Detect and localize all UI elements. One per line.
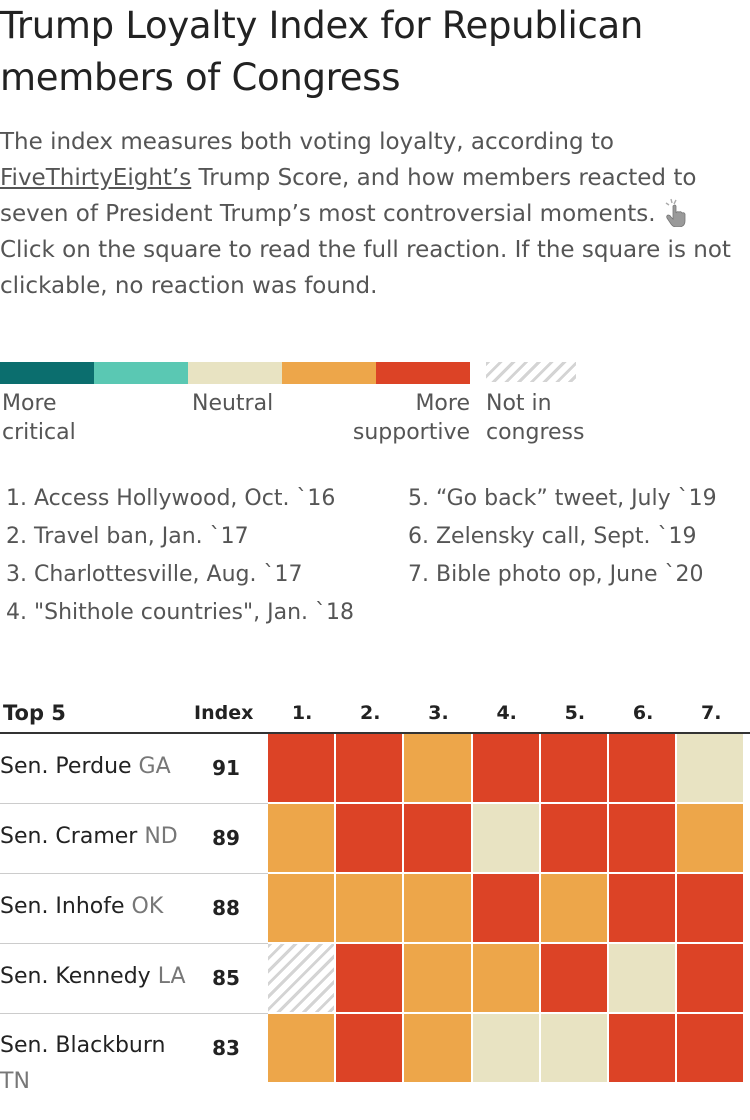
reaction-cell[interactable]	[677, 944, 744, 1012]
events-list-left: 1. Access Hollywood, Oct. `16 2. Travel …	[6, 480, 354, 632]
reaction-cell	[268, 944, 335, 1012]
not-in-congress-swatch	[486, 362, 576, 382]
event-item: 1. Access Hollywood, Oct. `16	[6, 486, 336, 511]
reaction-cell[interactable]	[677, 874, 744, 942]
reaction-cell[interactable]	[404, 944, 471, 1012]
intro-part1: The index measures both voting loyalty, …	[0, 129, 614, 155]
reaction-cell[interactable]	[540, 944, 607, 1012]
row-divider	[0, 943, 268, 944]
reaction-cell[interactable]	[336, 874, 403, 942]
member-state: OK	[131, 894, 164, 919]
header-divider	[0, 732, 750, 734]
legend-swatch	[282, 362, 376, 384]
member-name: Sen. Blackburn TN	[0, 1033, 166, 1094]
reaction-cell[interactable]	[472, 1014, 539, 1082]
reaction-cell[interactable]	[472, 734, 539, 802]
legend-swatch	[376, 362, 470, 384]
loyalty-index-value: 91	[212, 756, 240, 780]
reaction-cell[interactable]	[268, 1014, 335, 1082]
event-item: 2. Travel ban, Jan. `17	[6, 524, 249, 549]
event-item: 7. Bible photo op, June `20	[408, 562, 704, 587]
loyalty-index-value: 83	[212, 1036, 240, 1060]
reaction-cell[interactable]	[336, 734, 403, 802]
reaction-cell[interactable]	[268, 874, 335, 942]
member-name: Sen. Cramer ND	[0, 824, 178, 849]
legend-swatch	[94, 362, 188, 384]
reaction-cell[interactable]	[609, 874, 676, 942]
loyalty-index-value: 85	[212, 966, 240, 990]
reaction-cell[interactable]	[336, 1014, 403, 1082]
legend-swatch	[188, 362, 282, 384]
member-state: TN	[0, 1069, 30, 1094]
legend-neutral: Neutral	[192, 391, 274, 416]
reaction-cell[interactable]	[609, 1014, 676, 1082]
event-item: 4. "Shithole countries", Jan. `18	[6, 600, 355, 625]
member-name: Sen. Kennedy LA	[0, 964, 186, 989]
reaction-cell[interactable]	[677, 734, 744, 802]
reaction-cell[interactable]	[472, 874, 539, 942]
legend-not-in-congress: Not in congress	[486, 391, 585, 445]
event-column-header: 4.	[496, 702, 517, 724]
index-column-header: Index	[194, 702, 254, 724]
reaction-cell[interactable]	[336, 804, 403, 872]
event-column-header: 7.	[701, 702, 722, 724]
event-item: 3. Charlottesville, Aug. `17	[6, 562, 303, 587]
events-list-right: 5. “Go back” tweet, July `19 6. Zelensky…	[408, 480, 717, 594]
reaction-cell[interactable]	[268, 804, 335, 872]
legend-more-supportive: More supportive	[352, 391, 470, 445]
pointing-hand-icon	[663, 197, 693, 228]
reaction-cell[interactable]	[404, 734, 471, 802]
event-item: 5. “Go back” tweet, July `19	[408, 486, 717, 511]
event-item: 6. Zelensky call, Sept. `19	[408, 524, 697, 549]
row-divider	[0, 803, 268, 804]
intro-text: The index measures both voting loyalty, …	[0, 124, 750, 304]
loyalty-index-value: 89	[212, 826, 240, 850]
fivethirtyeight-link[interactable]: FiveThirtyEight’s	[0, 165, 192, 191]
event-column-header: 6.	[632, 702, 654, 724]
reaction-cell[interactable]	[540, 874, 607, 942]
reaction-cell[interactable]	[472, 944, 539, 1012]
table-group-label: Top 5	[3, 701, 66, 725]
member-name: Sen. Perdue GA	[0, 754, 171, 779]
reaction-cell[interactable]	[472, 804, 539, 872]
reaction-cell[interactable]	[609, 944, 676, 1012]
legend-swatch	[0, 362, 94, 384]
row-divider	[0, 873, 268, 874]
reaction-cell[interactable]	[540, 734, 607, 802]
reaction-cell[interactable]	[677, 804, 744, 872]
event-column-header: 2.	[360, 702, 381, 724]
reaction-cell[interactable]	[336, 944, 403, 1012]
event-column-header: 3.	[428, 702, 449, 724]
reaction-cell[interactable]	[404, 804, 471, 872]
intro-part3: Click on the square to read the full rea…	[0, 237, 731, 299]
event-column-header: 5.	[564, 702, 586, 724]
reaction-cell[interactable]	[404, 1014, 471, 1082]
member-state: ND	[144, 824, 178, 849]
row-divider	[0, 1013, 268, 1014]
legend-more-critical: More critical	[2, 391, 76, 445]
reaction-cell[interactable]	[609, 804, 676, 872]
loyalty-index-value: 88	[212, 896, 240, 920]
reaction-cell[interactable]	[268, 734, 335, 802]
member-state: GA	[138, 754, 171, 779]
reaction-cell[interactable]	[677, 1014, 744, 1082]
reaction-cell[interactable]	[609, 734, 676, 802]
reaction-cell[interactable]	[540, 1014, 607, 1082]
member-name: Sen. Inhofe OK	[0, 894, 164, 919]
reaction-cell[interactable]	[540, 804, 607, 872]
page-title: Trump Loyalty Index for Republican membe…	[0, 4, 644, 99]
event-column-header: 1.	[291, 702, 313, 724]
intro-part2: Trump Score, and how members reacted to …	[0, 165, 697, 227]
reaction-cell[interactable]	[404, 874, 471, 942]
member-state: LA	[157, 964, 186, 989]
